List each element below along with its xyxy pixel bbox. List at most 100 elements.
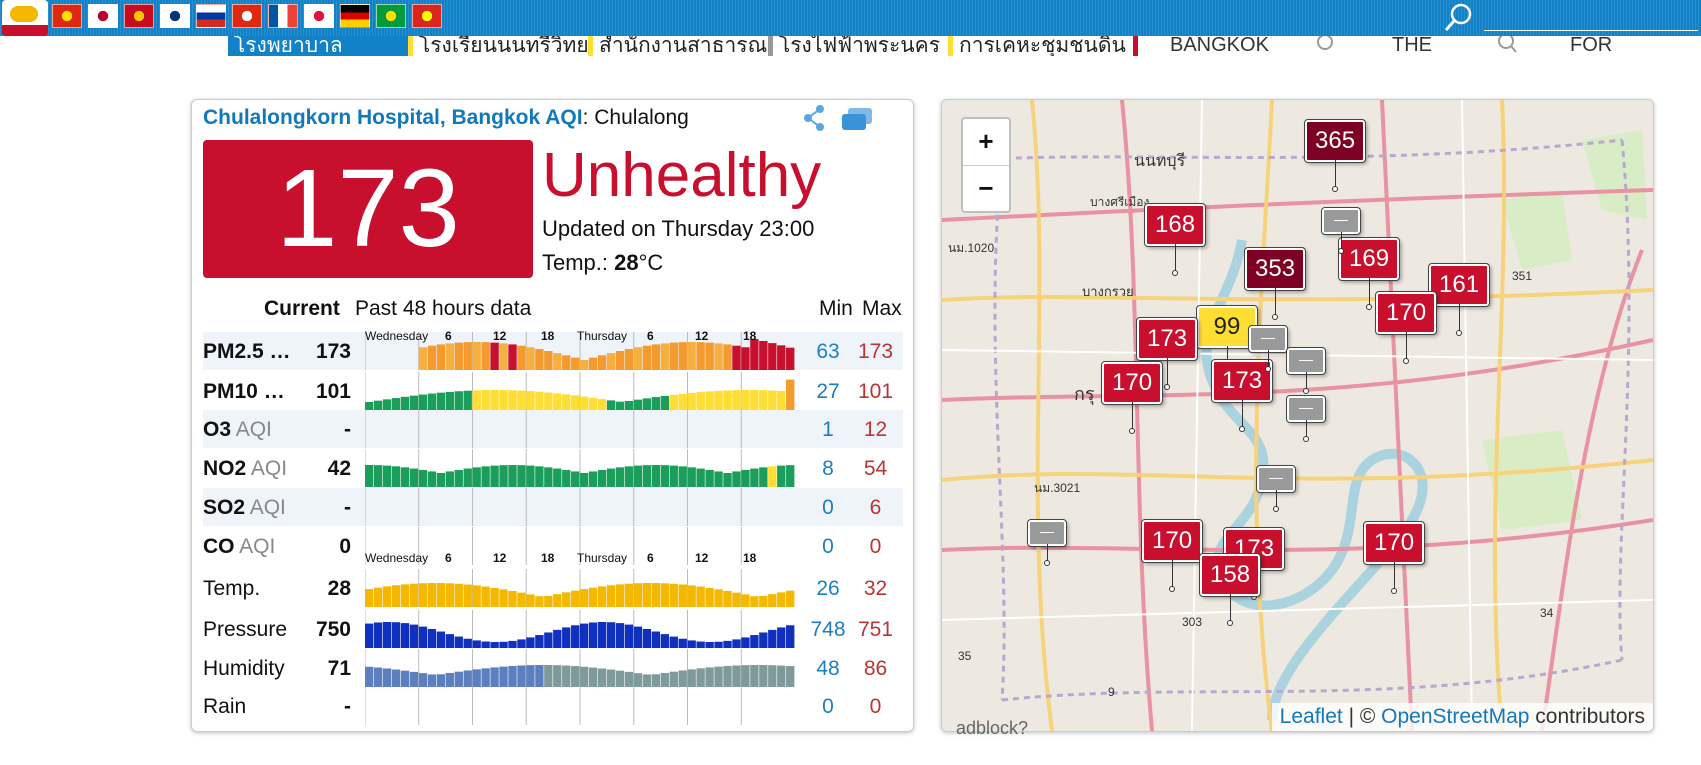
marker-value[interactable]: —	[1248, 325, 1288, 353]
flag-china-icon[interactable]	[52, 4, 82, 28]
pollutant-row[interactable]: SO2 AQI - 0 6	[203, 488, 903, 526]
aqi-map-marker[interactable]: —	[1027, 519, 1067, 566]
marker-value[interactable]: 170	[1374, 291, 1438, 335]
sparkline-bar	[580, 623, 589, 648]
aqi-map-marker[interactable]: 169	[1337, 237, 1401, 310]
pollutant-row[interactable]: Pressure 750 748 751	[203, 610, 903, 648]
pollutant-row[interactable]: NO2 AQI 42 8 54	[203, 449, 903, 487]
aqi-map-marker[interactable]: 161	[1427, 263, 1491, 336]
sparkline-bar	[436, 674, 446, 687]
marker-value[interactable]: 170	[1100, 361, 1164, 405]
sparkline-bar	[732, 665, 741, 687]
pollutant-row[interactable]: Humidity 71 48 86	[203, 649, 903, 687]
marker-value[interactable]: 173	[1135, 317, 1199, 361]
weather-logo-icon[interactable]	[2, 0, 48, 36]
aqi-map-marker[interactable]: —	[1286, 347, 1326, 394]
ticker-item[interactable]: การเคหะชุมชนดิน	[948, 36, 1138, 56]
history-sparkline[interactable]	[365, 449, 795, 487]
aqi-level: Unhealthy	[542, 141, 822, 210]
flag-russia-icon[interactable]	[196, 4, 226, 28]
flag-japan-icon[interactable]	[88, 4, 118, 28]
marker-value[interactable]: 170	[1362, 521, 1426, 565]
history-sparkline[interactable]	[365, 372, 795, 410]
marker-value[interactable]: —	[1027, 519, 1067, 547]
ticker-item[interactable]: สำนักงานสาธารณ	[588, 36, 768, 56]
sparkline-bar	[481, 390, 490, 410]
flag-hong-kong-icon[interactable]	[232, 4, 262, 28]
marker-value[interactable]: 353	[1243, 247, 1307, 291]
aqi-map-marker[interactable]: 168	[1143, 203, 1207, 276]
map-card[interactable]: นนทบุรี บางศรีเมือง บางกรวย กรุ นม.1020 …	[941, 99, 1654, 732]
flag-vietnam-icon[interactable]	[412, 4, 442, 28]
flag-brazil-icon[interactable]	[376, 4, 406, 28]
aqi-map-marker[interactable]: 170	[1362, 521, 1426, 594]
ticker-item[interactable]: โรงไฟฟ้าพระนคร	[768, 36, 948, 56]
marker-value[interactable]: 168	[1143, 203, 1207, 247]
leaflet-link[interactable]: Leaflet	[1279, 705, 1343, 728]
marker-value[interactable]: 158	[1198, 553, 1262, 597]
aqi-map-marker[interactable]: 99	[1196, 305, 1258, 378]
flag-korea-icon[interactable]	[160, 4, 190, 28]
pollutant-row[interactable]: PM2.5 … 173 63 173	[203, 332, 903, 370]
marker-value[interactable]: 161	[1427, 263, 1491, 307]
ticker-item[interactable]: โรงพยาบาล	[228, 36, 408, 56]
aqi-map-marker[interactable]: 365	[1303, 119, 1367, 192]
marker-value[interactable]: 365	[1303, 119, 1367, 163]
marker-value[interactable]: —	[1321, 207, 1361, 235]
sparkline-bar	[445, 343, 454, 370]
flag-spain-icon[interactable]	[124, 4, 154, 28]
search-icon[interactable]	[1442, 2, 1474, 34]
aqi-map-marker[interactable]: 173	[1135, 317, 1199, 390]
flag-poland-icon[interactable]	[304, 4, 334, 28]
sparkline-bar	[382, 622, 392, 648]
aqi-map-marker[interactable]: —	[1321, 207, 1361, 254]
aqi-map-marker[interactable]: 158	[1198, 553, 1262, 626]
sparkline-bar	[373, 622, 383, 648]
ticker-item[interactable]: โรงเรียนนนทรีวิทย	[408, 36, 588, 56]
aqi-map-marker[interactable]: —	[1286, 395, 1326, 442]
sparkline-bar	[768, 629, 777, 648]
aqi-map-marker[interactable]: 170	[1100, 361, 1164, 434]
history-sparkline[interactable]	[365, 527, 795, 565]
history-sparkline[interactable]	[365, 488, 795, 526]
marker-value[interactable]: 170	[1140, 519, 1204, 563]
sparkline-bar	[606, 669, 616, 687]
sparkline-bar	[660, 465, 669, 487]
history-sparkline[interactable]	[365, 687, 795, 725]
aqi-map-marker[interactable]: 170	[1140, 519, 1204, 592]
aqi-map-marker[interactable]: 353	[1243, 247, 1307, 320]
marker-value[interactable]: 169	[1337, 237, 1401, 281]
map-tiles[interactable]: นนทบุรี บางศรีเมือง บางกรวย กรุ นม.1020 …	[942, 100, 1653, 731]
pollutant-row[interactable]: PM10 … 101 27 101	[203, 372, 903, 410]
openstreetmap-link[interactable]: OpenStreetMap	[1381, 705, 1530, 728]
marker-value[interactable]: —	[1286, 395, 1326, 423]
sparkline-bar	[580, 360, 589, 370]
pollutant-name: NO2 AQI	[203, 457, 287, 481]
history-sparkline[interactable]	[365, 569, 795, 607]
aqi-map-marker[interactable]: 170	[1374, 291, 1438, 364]
flag-france-icon[interactable]	[268, 4, 298, 28]
search-input[interactable]	[1484, 6, 1698, 31]
temp-label: Temp.:	[542, 250, 615, 275]
zoom-out-button[interactable]: −	[978, 173, 994, 203]
history-sparkline[interactable]	[365, 410, 795, 448]
history-sparkline[interactable]	[365, 610, 795, 648]
flag-germany-icon[interactable]	[340, 4, 370, 28]
pollutant-row[interactable]: CO AQI 0 0 0	[203, 527, 903, 565]
marker-value[interactable]: —	[1256, 465, 1296, 493]
aqi-map-marker[interactable]: 173	[1210, 359, 1274, 432]
aqi-map-marker[interactable]: —	[1248, 325, 1288, 372]
pollutant-row[interactable]: Temp. 28 26 32	[203, 569, 903, 607]
marker-value[interactable]: 99	[1196, 305, 1258, 349]
pollutant-row[interactable]: O3 AQI - 1 12	[203, 410, 903, 448]
aqi-map-marker[interactable]: —	[1256, 465, 1296, 512]
pollutant-row[interactable]: Rain - 0 0	[203, 687, 903, 725]
marker-value[interactable]: —	[1286, 347, 1326, 375]
history-sparkline[interactable]	[365, 332, 795, 370]
station-name-link[interactable]: Chulalongkorn Hospital, Bangkok AQI	[203, 106, 583, 129]
zoom-in-button[interactable]: +	[963, 119, 1009, 166]
history-sparkline[interactable]	[365, 649, 795, 687]
windows-icon[interactable]	[840, 106, 874, 132]
marker-value[interactable]: 173	[1210, 359, 1274, 403]
share-icon[interactable]	[802, 104, 828, 132]
